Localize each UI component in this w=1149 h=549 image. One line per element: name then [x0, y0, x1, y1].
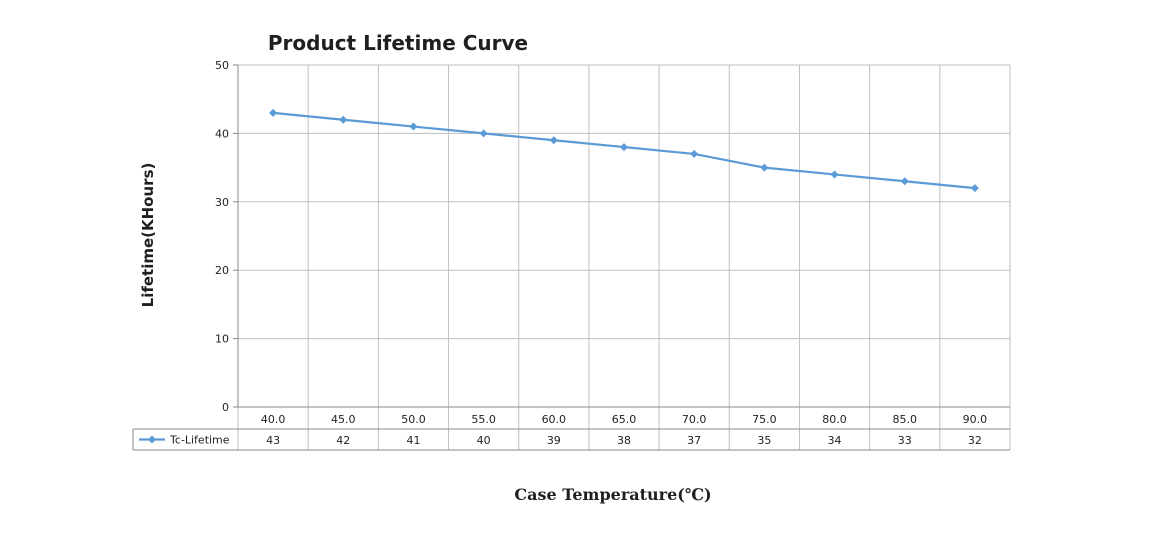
data-point-marker [269, 108, 278, 117]
x-category-label: 55.0 [471, 413, 496, 426]
table-value-cell: 35 [757, 434, 771, 447]
y-tick-label: 40 [215, 127, 229, 140]
table-value-cell: 41 [406, 434, 420, 447]
y-tick-label: 50 [215, 59, 229, 72]
grid [237, 64, 1011, 450]
data-point-marker [339, 115, 348, 124]
x-category-label: 80.0 [822, 413, 847, 426]
data-point-marker [620, 143, 628, 152]
data-point-marker [760, 163, 769, 172]
x-category-label: 70.0 [682, 413, 707, 426]
y-tick-labels: 0 10 20 30 40 50 [215, 59, 229, 414]
table-value-cell: 38 [617, 434, 631, 447]
legend-entry: Tc-Lifetime [169, 434, 230, 447]
data-point-marker [900, 177, 909, 186]
table-value-cell: 32 [968, 434, 982, 447]
legend-marker-icon [148, 435, 156, 444]
data-point-marker [549, 136, 558, 145]
axes [233, 64, 239, 408]
x-category-label: 75.0 [752, 413, 777, 426]
x-category-label: 85.0 [892, 413, 917, 426]
table-value-cell: 37 [687, 434, 701, 447]
y-tick-label: 10 [215, 333, 229, 346]
data-point-marker [970, 184, 979, 193]
table-value-cell: 33 [898, 434, 912, 447]
table-value-cell: 40 [477, 434, 491, 447]
x-category-label: 65.0 [612, 413, 637, 426]
y-tick-label: 20 [215, 264, 229, 277]
table-value-cell: 43 [266, 434, 280, 447]
x-category-label: 40.0 [261, 413, 286, 426]
data-table: 40.0 45.0 50.0 55.0 60.0 65.0 70.0 75.0 80.0 85.0… [132, 406, 1010, 451]
table-value-cell: 39 [547, 434, 561, 447]
y-axis-label: Lifetime(KHours) [139, 163, 157, 308]
chart-title: Product Lifetime Curve [268, 31, 528, 55]
x-axis-label: Case Temperature(℃) [514, 485, 711, 504]
table-value-cell: 34 [828, 434, 842, 447]
x-category-label: 90.0 [963, 413, 988, 426]
data-point-marker [409, 122, 418, 131]
x-category-label: 60.0 [542, 413, 567, 426]
y-tick-label: 0 [222, 401, 229, 414]
data-point-marker [690, 149, 699, 158]
series-line-layer [269, 108, 979, 193]
x-category-label: 50.0 [401, 413, 426, 426]
table-value-cell: 42 [336, 434, 350, 447]
x-category-label: 45.0 [331, 413, 356, 426]
data-point-marker [830, 170, 839, 179]
data-point-marker [479, 129, 488, 138]
y-tick-label: 30 [215, 196, 229, 209]
